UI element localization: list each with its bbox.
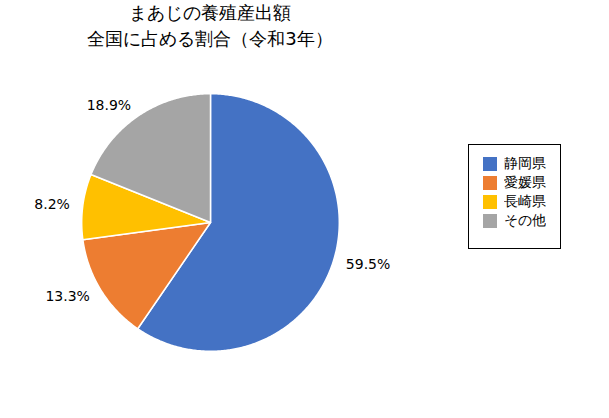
- svg-text:18.9%: 18.9%: [87, 97, 131, 113]
- html-text:その他: その他: [504, 211, 546, 228]
- html-text:長崎県: 長崎県: [504, 192, 546, 209]
- svg-text:59.5%: 59.5%: [346, 256, 390, 272]
- html-text:全国に占める割合（令和3年）: 全国に占める割合（令和3年）: [87, 28, 333, 49]
- html-text:まあじの養殖産出額: まあじの養殖産出額: [129, 2, 291, 23]
- html-text:愛媛県: 愛媛県: [504, 173, 546, 190]
- svg-text:13.3%: 13.3%: [45, 288, 89, 304]
- html-text:静岡県: 静岡県: [504, 154, 546, 171]
- svg-text:8.2%: 8.2%: [34, 196, 70, 212]
